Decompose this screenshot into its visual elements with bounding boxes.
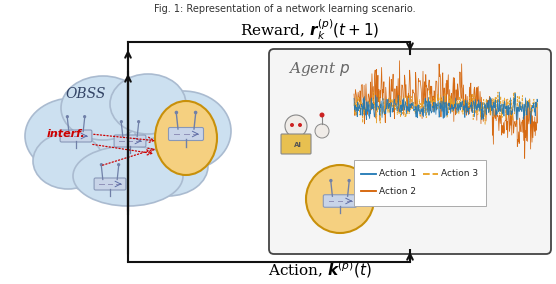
Text: Reward, $\boldsymbol{r}_{k}^{(p)}(t+1)$: Reward, $\boldsymbol{r}_{k}^{(p)}(t+1)$ [240,18,380,42]
Text: OBSS: OBSS [66,87,106,101]
Circle shape [175,111,178,114]
FancyBboxPatch shape [94,178,126,190]
Circle shape [320,112,325,118]
Text: Action 3: Action 3 [441,170,478,179]
Text: Fig. 1: Representation of a network learning scenario.: Fig. 1: Representation of a network lear… [154,4,416,14]
Text: Action 1: Action 1 [379,170,416,179]
Circle shape [83,115,86,118]
Circle shape [66,115,69,118]
Circle shape [137,120,140,123]
FancyBboxPatch shape [323,195,357,207]
Circle shape [329,179,332,182]
Circle shape [117,163,120,166]
Text: Action 2: Action 2 [379,187,416,195]
FancyBboxPatch shape [60,130,92,142]
Circle shape [348,179,351,182]
Ellipse shape [155,101,217,175]
FancyBboxPatch shape [168,128,203,141]
Ellipse shape [306,165,374,233]
Text: Action, $\boldsymbol{k}^{(p)}(t)$: Action, $\boldsymbol{k}^{(p)}(t)$ [268,260,372,280]
Text: Agent $p$: Agent $p$ [288,60,351,78]
Ellipse shape [135,91,231,171]
FancyBboxPatch shape [281,134,311,154]
Ellipse shape [128,136,208,196]
Ellipse shape [61,76,145,140]
Ellipse shape [48,91,208,201]
Circle shape [194,111,197,114]
Ellipse shape [25,98,121,174]
Circle shape [285,115,307,137]
Text: AI: AI [294,142,302,148]
Ellipse shape [110,74,186,134]
FancyBboxPatch shape [354,160,486,206]
Circle shape [298,123,302,127]
FancyBboxPatch shape [269,49,551,254]
Circle shape [315,124,329,138]
Circle shape [120,120,123,123]
Circle shape [100,163,103,166]
Ellipse shape [73,146,183,206]
FancyBboxPatch shape [114,135,146,147]
Ellipse shape [33,133,103,189]
Text: interf.: interf. [47,129,85,139]
Circle shape [290,123,294,127]
